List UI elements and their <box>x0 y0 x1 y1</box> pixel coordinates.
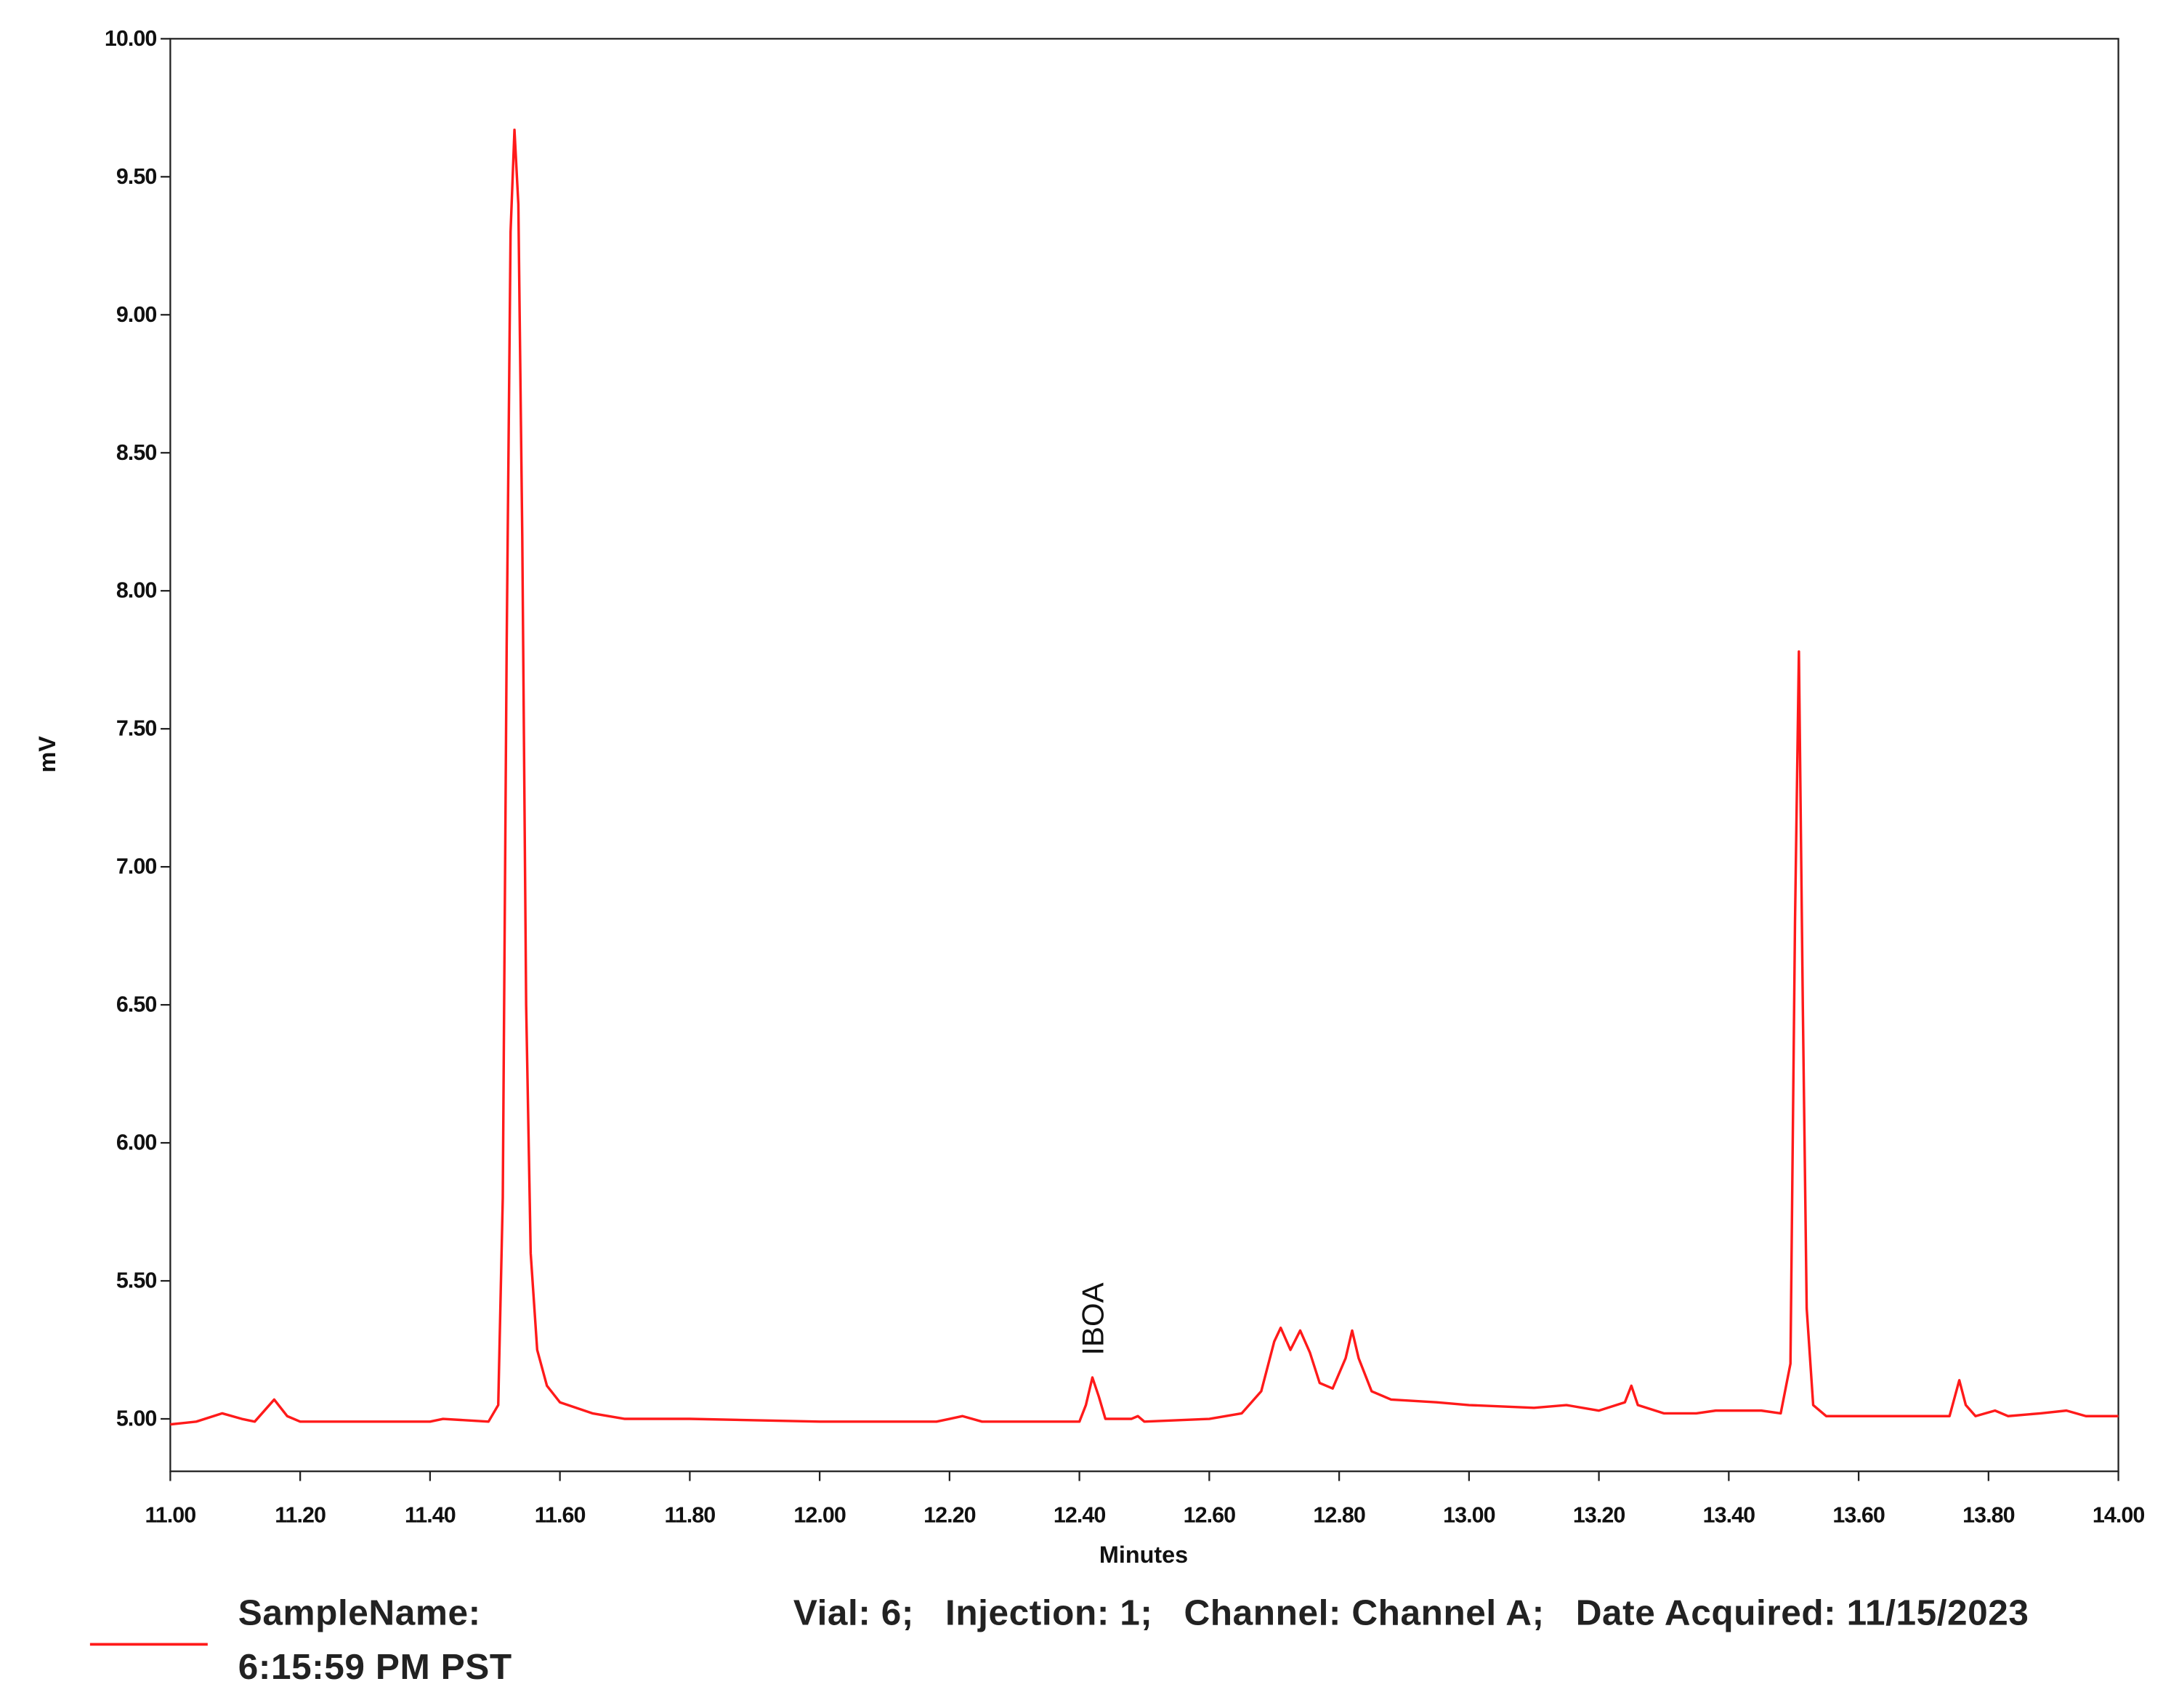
x-tick-label: 11.80 <box>664 1503 715 1528</box>
x-tick-label: 11.20 <box>275 1503 326 1528</box>
y-tick-label: 6.50 <box>116 992 157 1017</box>
y-tick-label: 6.00 <box>116 1130 157 1155</box>
y-tick-label: 5.00 <box>116 1407 157 1431</box>
x-tick-label: 12.00 <box>793 1503 845 1528</box>
x-tick-label: 13.20 <box>1573 1503 1625 1528</box>
y-axis-label: mV <box>34 736 60 773</box>
x-tick-label: 11.60 <box>535 1503 586 1528</box>
x-tick-label: 13.80 <box>1962 1503 2014 1528</box>
data-line <box>170 129 2119 1426</box>
legend-label: SampleName: Vial: 6; Injection: 1; Chann… <box>238 1591 2039 1688</box>
y-tick-label: 7.50 <box>116 716 157 741</box>
y-tick-label: 8.50 <box>116 440 157 465</box>
x-tick-label: 12.80 <box>1313 1503 1365 1528</box>
y-tick-label: 5.50 <box>116 1268 157 1293</box>
y-tick-label: 9.50 <box>116 164 157 189</box>
x-tick-label: 11.00 <box>145 1503 195 1528</box>
x-tick-label: 12.60 <box>1184 1503 1235 1528</box>
annotation: IBOA <box>1076 1282 1110 1355</box>
legend-entry: SampleName: Vial: 6; Injection: 1; Chann… <box>238 1591 2039 1688</box>
x-axis-label: Minutes <box>1099 1542 1188 1568</box>
x-tick-label: 11.40 <box>405 1503 456 1528</box>
y-tick-label: 9.00 <box>116 302 157 327</box>
x-tick-label: 13.60 <box>1832 1503 1884 1528</box>
y-tick-label: 7.00 <box>116 854 157 879</box>
x-tick-label: 14.00 <box>2093 1503 2144 1528</box>
x-tick-label: 12.40 <box>1054 1503 1105 1528</box>
y-tick-label: 8.00 <box>116 578 157 603</box>
x-tick-label: 12.20 <box>923 1503 975 1528</box>
y-tick-label: 10.00 <box>105 26 156 51</box>
x-tick-label: 13.40 <box>1703 1503 1755 1528</box>
plot-frame <box>169 38 2119 1473</box>
x-tick-label: 13.00 <box>1443 1503 1495 1528</box>
